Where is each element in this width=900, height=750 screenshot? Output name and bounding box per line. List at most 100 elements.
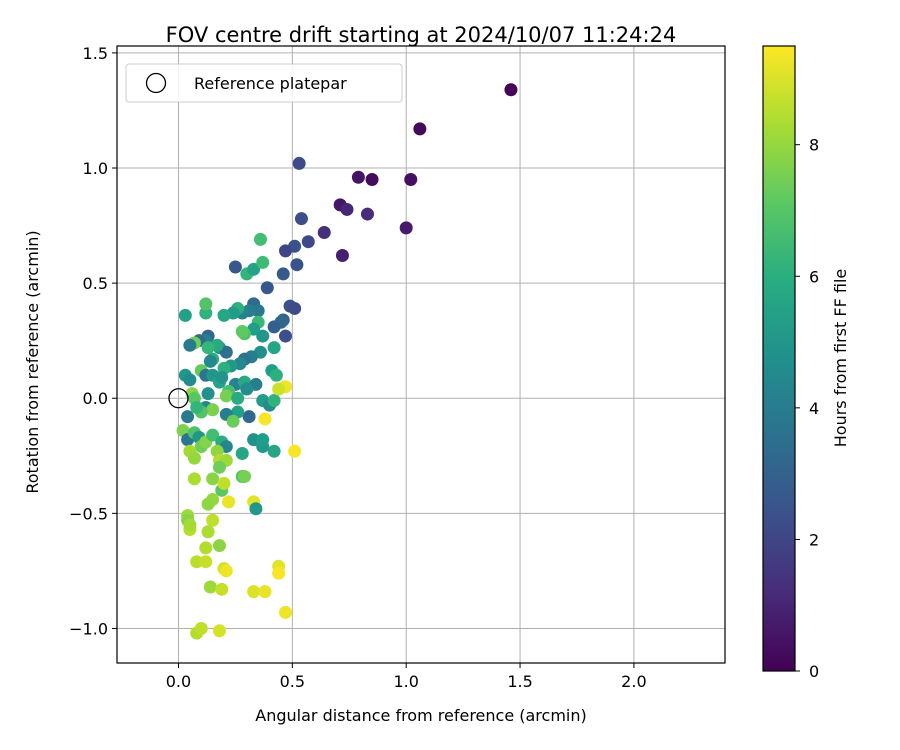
data-point	[217, 476, 231, 490]
data-point	[317, 225, 331, 239]
plot-area-frame	[116, 45, 726, 664]
data-point	[335, 249, 349, 263]
data-point	[206, 513, 220, 527]
data-point	[190, 555, 204, 569]
legend-box	[125, 63, 403, 103]
data-point	[267, 341, 281, 355]
data-point	[242, 410, 256, 424]
data-point	[194, 621, 208, 635]
y-tick-label: 0.0	[83, 389, 108, 408]
data-point	[279, 605, 293, 619]
legend-reference-marker	[145, 72, 167, 94]
data-point	[187, 472, 201, 486]
colorbar	[762, 45, 796, 672]
data-point	[504, 83, 518, 97]
x-tick-label: 0.5	[280, 672, 305, 691]
data-point	[269, 368, 283, 382]
data-point	[226, 414, 240, 428]
x-tick-label: 1.0	[393, 672, 418, 691]
y-tick-label: 1.5	[83, 44, 108, 63]
x-axis-ticks: 0.0 0.5 1.0 1.5 2.0	[166, 663, 647, 691]
data-point	[199, 297, 213, 311]
data-point	[199, 541, 213, 555]
x-tick-label: 1.5	[507, 672, 532, 691]
data-point	[279, 329, 293, 343]
data-point	[240, 382, 254, 396]
data-point	[267, 320, 281, 334]
data-point	[217, 308, 231, 322]
chart-title: FOV centre drift starting at 2024/10/07 …	[166, 23, 677, 47]
data-point	[249, 502, 263, 516]
scatter-points	[176, 83, 518, 640]
data-point	[235, 446, 249, 460]
data-point	[247, 433, 261, 447]
data-point	[201, 497, 215, 511]
data-point	[228, 260, 242, 274]
legend: Reference platepar	[125, 63, 403, 103]
data-point	[203, 354, 217, 368]
data-point	[201, 525, 215, 539]
data-point	[272, 566, 286, 580]
data-point	[288, 444, 302, 458]
data-point	[212, 539, 226, 553]
data-point	[212, 460, 226, 474]
data-point	[199, 555, 213, 569]
y-tick-label: 1.0	[83, 159, 108, 178]
reference-platepar-marker	[168, 388, 189, 409]
data-point	[292, 156, 306, 170]
y-axis-ticks: −1.0 −0.5 0.0 0.5 1.0 1.5	[69, 44, 117, 638]
data-point	[201, 341, 215, 355]
data-point	[247, 585, 261, 599]
data-point	[203, 580, 217, 594]
data-point	[219, 345, 233, 359]
data-point	[276, 267, 290, 281]
data-point	[404, 173, 418, 187]
data-point	[183, 518, 197, 532]
x-tick-label: 2.0	[621, 672, 646, 691]
colorbar-label: Hours from first FF file	[831, 269, 850, 448]
data-point	[256, 329, 270, 343]
legend-label-reference: Reference platepar	[194, 74, 347, 93]
colorbar-tick-label: 0	[809, 662, 819, 681]
data-point	[267, 394, 281, 408]
y-tick-label: 0.5	[83, 274, 108, 293]
data-point	[206, 428, 220, 442]
data-point	[178, 308, 192, 322]
data-point	[206, 403, 220, 417]
x-axis-label: Angular distance from reference (arcmin)	[255, 706, 586, 725]
data-point	[206, 472, 220, 486]
colorbar-tick-label: 2	[809, 530, 819, 549]
data-point	[181, 410, 195, 424]
data-point	[251, 304, 265, 318]
data-point	[256, 433, 270, 447]
colorbar-ticks: 0 2 4 6 8	[795, 136, 819, 681]
colorbar-tick-label: 6	[809, 267, 819, 286]
data-point	[212, 624, 226, 638]
data-point	[399, 221, 413, 235]
data-point	[183, 338, 197, 352]
data-point	[340, 202, 354, 216]
data-point	[267, 444, 281, 458]
data-point	[222, 495, 236, 509]
x-tick-label: 0.0	[166, 672, 191, 691]
data-point	[215, 582, 229, 596]
data-point	[290, 258, 304, 272]
data-point	[187, 451, 201, 465]
data-point	[238, 470, 252, 484]
y-axis-label: Rotation from reference (arcmin)	[23, 230, 42, 493]
data-point	[288, 301, 302, 315]
data-point	[413, 122, 427, 136]
data-point	[219, 564, 233, 578]
data-point	[272, 382, 286, 396]
data-point	[351, 170, 365, 184]
y-tick-label: −0.5	[69, 504, 108, 523]
data-point	[199, 306, 213, 320]
data-point	[235, 324, 249, 338]
data-point	[258, 412, 272, 426]
data-point	[360, 207, 374, 221]
data-point	[260, 281, 274, 295]
data-point	[201, 387, 215, 401]
data-point	[294, 212, 308, 226]
data-point	[258, 585, 272, 599]
